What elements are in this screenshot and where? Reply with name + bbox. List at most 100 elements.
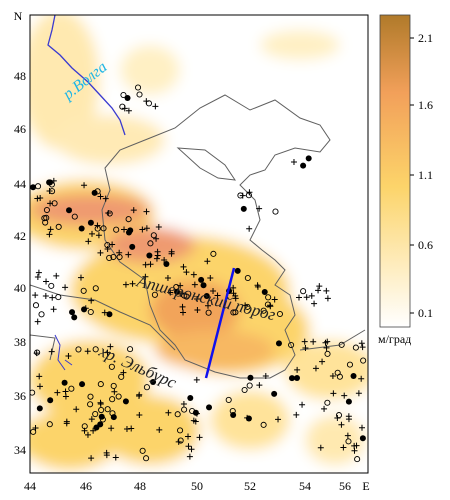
seismic-event-circle — [87, 308, 94, 316]
seismic-event-dot — [305, 155, 312, 162]
seismic-event-cross — [88, 455, 95, 462]
seismic-event-cross — [345, 416, 352, 423]
seismic-event-dot — [124, 94, 131, 101]
seismic-event-circle — [43, 206, 50, 214]
seismic-event-cross — [142, 273, 149, 280]
seismic-event-circle — [246, 382, 253, 389]
seismic-event-dot — [174, 288, 181, 295]
seismic-event-cross — [108, 425, 115, 432]
seismic-event-cross — [130, 207, 137, 214]
seismic-event-cross — [35, 269, 42, 276]
seismic-event-circle — [173, 283, 180, 291]
y-tick: 36 — [14, 389, 26, 403]
seismic-event-cross — [136, 412, 143, 419]
seismic-event-cross — [317, 444, 324, 451]
seismic-event-cross — [329, 372, 336, 379]
seismic-event-cross — [156, 426, 163, 433]
seismic-event-cross — [358, 340, 365, 347]
seismic-event-cross — [143, 225, 150, 232]
seismic-event-cross — [95, 232, 102, 239]
seismic-event-circle — [288, 341, 295, 349]
seismic-event-cross — [88, 297, 95, 304]
seismic-event-cross — [136, 392, 143, 399]
seismic-event-circle — [118, 373, 125, 380]
seismic-event-circle — [260, 421, 267, 428]
colorbar: 2.1 1.6 1.1 0.6 0.1 м/град — [378, 14, 433, 346]
seismic-event-circle — [104, 406, 111, 413]
seismic-event-circle — [92, 285, 99, 292]
seismic-event-cross — [194, 306, 201, 313]
seismic-event-cross — [312, 365, 319, 372]
seismic-event-cross — [177, 291, 184, 298]
seismic-event-cross — [183, 269, 190, 276]
seismic-event-circle — [34, 183, 42, 190]
seismic-event-cross — [185, 443, 192, 450]
seismic-event-circle — [143, 384, 150, 391]
seismic-event-cross — [46, 231, 53, 238]
seismic-event-cross — [256, 205, 263, 212]
seismic-event-circle — [205, 309, 212, 316]
seismic-event-cross — [63, 420, 70, 427]
seismic-event-cross — [311, 300, 318, 307]
seismic-event-cross — [121, 226, 128, 233]
seismic-event-cross — [246, 225, 253, 232]
seismic-event-circle — [183, 293, 190, 300]
seismic-event-dot — [87, 219, 94, 226]
profile-line — [204, 267, 236, 379]
seismic-event-circle — [181, 406, 188, 413]
seismic-event-cross — [32, 292, 39, 299]
x-axis: 44 46 48 50 52 54 56 E — [24, 479, 370, 493]
seismic-event-dot — [271, 390, 278, 397]
seismic-event-circle — [139, 447, 146, 454]
seismic-event-dot — [187, 394, 194, 401]
seismic-event-dot — [66, 207, 73, 214]
seismic-event-circle — [120, 91, 127, 99]
seismic-event-dot — [122, 398, 129, 405]
seismic-event-circle — [136, 91, 143, 98]
seismic-event-circle — [92, 346, 99, 353]
seismic-event-dot — [294, 374, 301, 381]
seismic-event-cross — [165, 409, 172, 416]
seismic-event-circle — [265, 294, 272, 301]
seismic-event-circle — [174, 411, 181, 418]
seismic-event-cross — [319, 358, 326, 365]
seismic-event-dot — [234, 267, 241, 274]
seismic-event-circle — [264, 301, 271, 308]
seismic-event-dot — [30, 184, 37, 191]
seismic-event-circle — [48, 181, 55, 188]
seismic-event-cross — [242, 302, 249, 309]
seismic-event-cross — [324, 295, 331, 302]
seismic-event-dot — [240, 205, 247, 212]
seismic-event-circle — [134, 84, 142, 91]
seismic-event-cross — [143, 98, 150, 105]
seismic-event-cross — [341, 392, 348, 399]
seismic-event-cross — [42, 292, 49, 299]
seismic-event-dot — [79, 381, 86, 388]
seismic-event-cross — [107, 343, 114, 350]
seismic-event-circle — [225, 396, 232, 403]
colorbar-tick: 1.1 — [418, 168, 433, 182]
seismic-event-dot — [127, 227, 134, 234]
seismic-event-cross — [338, 421, 345, 428]
seismic-event-cross — [177, 282, 184, 289]
seismic-event-dot — [146, 252, 153, 259]
seismic-event-cross — [315, 287, 322, 294]
y-axis: N 48 46 44 42 40 38 36 34 — [14, 9, 26, 457]
seismic-event-circle — [230, 309, 237, 316]
seismic-event-circle — [38, 311, 45, 318]
seismic-event-cross — [323, 287, 330, 294]
seismic-event-circle — [272, 208, 279, 215]
seismic-event-cross — [316, 283, 323, 290]
seismic-event-circle — [115, 393, 122, 400]
seismic-event-circle — [127, 346, 134, 353]
x-end-label: E — [362, 479, 369, 493]
seismic-event-cross — [50, 306, 57, 313]
seismic-event-cross — [196, 434, 203, 441]
seismic-event-cross — [204, 258, 211, 265]
seismic-event-dot — [129, 243, 136, 250]
seismic-event-circle — [32, 302, 40, 309]
seismic-event-cross — [65, 353, 72, 360]
seismic-event-cross — [232, 292, 239, 299]
seismic-event-circle — [300, 288, 307, 295]
x-tick: 56 — [339, 479, 351, 493]
